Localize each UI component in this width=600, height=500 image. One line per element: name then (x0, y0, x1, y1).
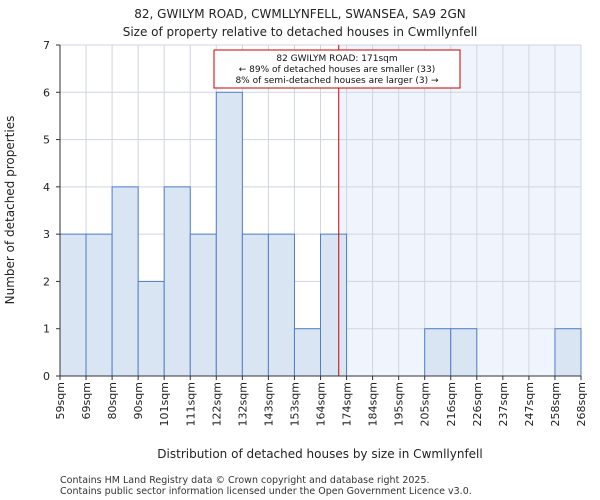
annotation-line-2: ← 89% of detached houses are smaller (33… (239, 65, 436, 75)
bar-205sqm (424, 328, 452, 377)
bar-258sqm (554, 328, 582, 377)
y-tick-label: 0 (43, 370, 50, 383)
y-tick-label: 6 (43, 86, 50, 99)
x-axis-label: Distribution of detached houses by size … (157, 447, 482, 461)
annotation-line-1: 82 GWILYM ROAD: 171sqm (276, 54, 397, 64)
footer-line1: Contains HM Land Registry data © Crown c… (60, 475, 430, 486)
bar-101sqm (163, 186, 191, 377)
y-tick-label: 5 (43, 134, 50, 147)
bar-132sqm (241, 233, 269, 377)
x-tick-label: 226sqm (471, 382, 484, 426)
bar-59sqm (59, 233, 87, 377)
x-tick-label: 111sqm (184, 382, 197, 426)
y-tick-label: 3 (43, 228, 50, 241)
bar-143sqm (267, 233, 295, 377)
x-tick-label: 195sqm (393, 382, 406, 426)
x-tick-label: 132sqm (236, 382, 249, 426)
x-tick-label: 153sqm (288, 382, 301, 426)
bar-80sqm (111, 186, 139, 377)
x-tick-label: 143sqm (262, 382, 275, 426)
y-tick-label: 1 (43, 323, 50, 336)
bar-90sqm (137, 280, 165, 377)
plot-area: 0 1 2 3 4 5 6 7 59sqm 69sqm 80sqm 90sqm 101sqm 111sqm… (43, 39, 588, 426)
x-tick-label: 122sqm (210, 382, 223, 426)
bar-153sqm (293, 328, 322, 377)
x-tick-label: 205sqm (419, 382, 432, 426)
y-tick-label: 7 (43, 39, 50, 52)
bar-122sqm (215, 91, 243, 377)
bar-111sqm (189, 233, 217, 377)
chart-title-line2: Size of property relative to detached ho… (123, 25, 478, 39)
annotation-line-3: 8% of semi-detached houses are larger (3… (235, 76, 439, 86)
footer-line2: Contains public sector information licen… (60, 486, 472, 497)
x-tick-label: 174sqm (341, 382, 354, 426)
x-tick-label: 90sqm (132, 382, 145, 419)
x-tick-label: 258sqm (549, 382, 562, 426)
highlight-region (338, 45, 581, 376)
chart-title-line1: 82, GWILYM ROAD, CWMLLYNFELL, SWANSEA, S… (134, 7, 465, 21)
y-axis-label: Number of detached properties (3, 116, 17, 305)
x-tick-label: 184sqm (367, 382, 380, 426)
x-tick-label: 237sqm (497, 382, 510, 426)
y-tick-label: 2 (43, 275, 50, 288)
x-tick-label: 101sqm (158, 382, 171, 426)
annotation-box (213, 49, 461, 89)
bar-69sqm (85, 233, 113, 377)
x-tick-label: 247sqm (523, 382, 536, 426)
x-tick-label: 216sqm (445, 382, 458, 426)
x-tick-label: 69sqm (80, 382, 93, 419)
x-tick-label: 164sqm (315, 382, 328, 426)
x-tick-label: 59sqm (54, 382, 67, 419)
bar-216sqm (450, 328, 478, 377)
bar-164sqm (320, 233, 348, 377)
x-tick-label: 80sqm (106, 382, 119, 419)
y-tick-label: 4 (43, 181, 50, 194)
x-tick-label: 268sqm (575, 382, 588, 426)
